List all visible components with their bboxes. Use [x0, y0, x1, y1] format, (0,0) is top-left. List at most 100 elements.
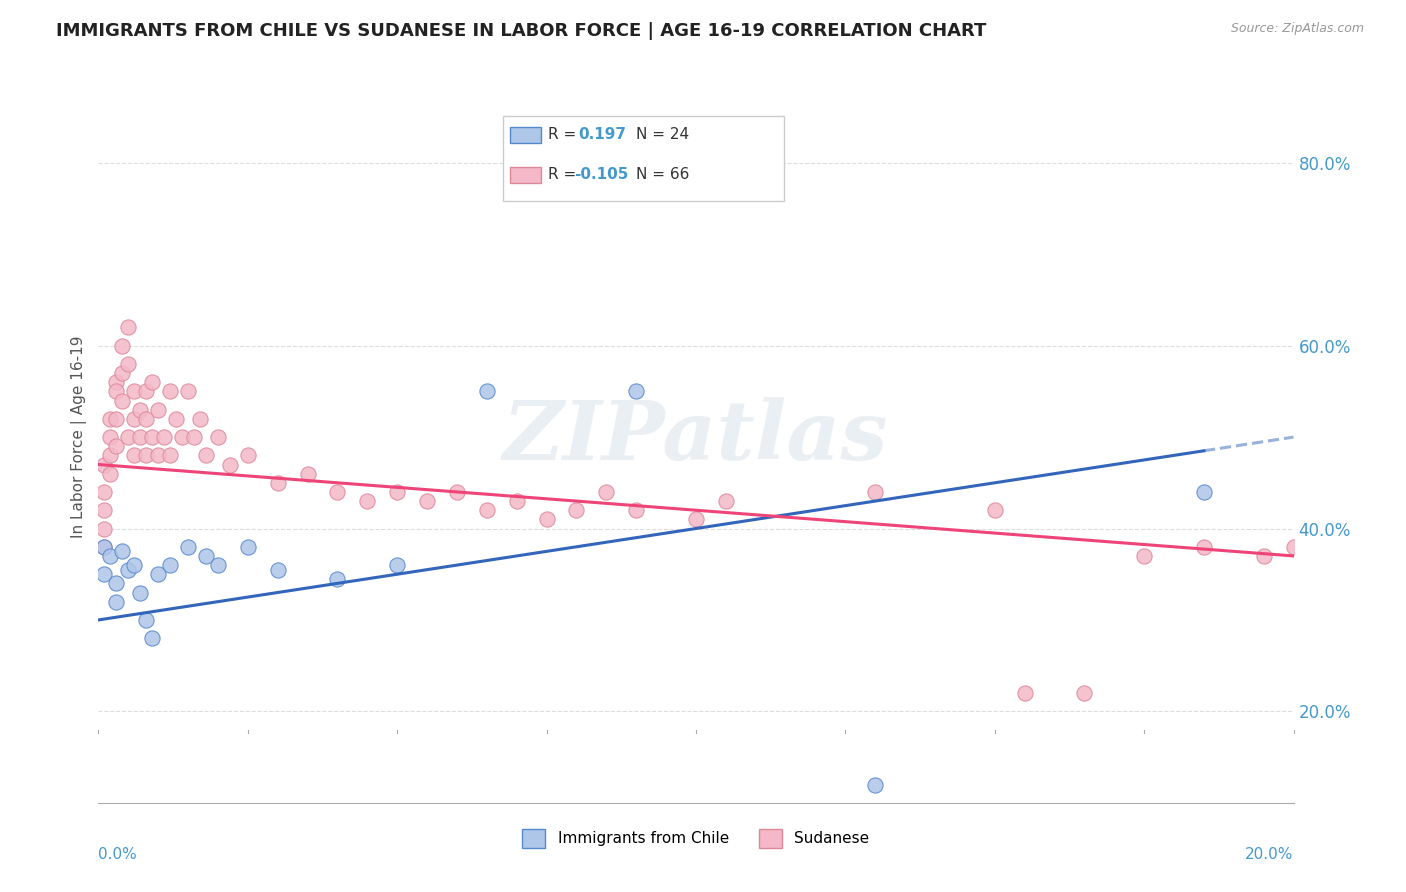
Point — [135, 613, 157, 627]
Point — [117, 563, 139, 577]
Point — [865, 778, 887, 792]
Point — [565, 503, 588, 517]
Point — [626, 503, 648, 517]
Point — [195, 549, 218, 563]
Point — [105, 384, 128, 399]
Point — [98, 467, 122, 481]
Point — [148, 448, 170, 462]
Point — [183, 430, 205, 444]
Point — [177, 540, 200, 554]
Point — [153, 430, 176, 444]
Point — [124, 558, 146, 573]
Text: N = 24: N = 24 — [637, 128, 689, 142]
Point — [129, 585, 152, 599]
Point — [124, 448, 146, 462]
Point — [93, 458, 115, 472]
Point — [124, 412, 146, 426]
Point — [1133, 549, 1156, 563]
Point — [111, 338, 134, 352]
Text: -0.105: -0.105 — [575, 168, 628, 182]
Point — [117, 357, 139, 371]
Point — [117, 430, 139, 444]
Point — [207, 558, 229, 573]
Point — [1282, 540, 1305, 554]
Text: R =: R = — [547, 168, 581, 182]
Text: R =: R = — [547, 128, 581, 142]
Text: 0.0%: 0.0% — [98, 847, 138, 862]
Point — [111, 393, 134, 408]
Point — [207, 430, 229, 444]
Point — [172, 430, 194, 444]
Point — [135, 384, 157, 399]
Point — [98, 448, 122, 462]
Point — [1192, 485, 1215, 500]
Point — [416, 494, 439, 508]
Point — [475, 503, 498, 517]
Point — [105, 576, 128, 591]
Point — [93, 540, 115, 554]
Point — [536, 512, 558, 526]
Point — [475, 384, 498, 399]
Text: Source: ZipAtlas.com: Source: ZipAtlas.com — [1230, 22, 1364, 36]
Point — [124, 384, 146, 399]
Point — [165, 412, 187, 426]
Point — [159, 448, 181, 462]
Legend: Immigrants from Chile, Sudanese: Immigrants from Chile, Sudanese — [516, 822, 876, 854]
Point — [117, 320, 139, 334]
Point — [105, 375, 128, 389]
Point — [1073, 686, 1095, 700]
Point — [236, 448, 259, 462]
Point — [1253, 549, 1275, 563]
Point — [188, 412, 211, 426]
Point — [105, 439, 128, 453]
Point — [93, 485, 115, 500]
Point — [159, 384, 181, 399]
Point — [446, 485, 468, 500]
Point — [1192, 540, 1215, 554]
Point — [98, 430, 122, 444]
Point — [714, 494, 737, 508]
Point — [159, 558, 181, 573]
Y-axis label: In Labor Force | Age 16-19: In Labor Force | Age 16-19 — [70, 335, 87, 539]
Text: 0.197: 0.197 — [579, 128, 627, 142]
Point — [135, 412, 157, 426]
Point — [111, 544, 134, 558]
Point — [129, 430, 152, 444]
Point — [93, 503, 115, 517]
Point — [865, 485, 887, 500]
Point — [326, 485, 349, 500]
Point — [141, 430, 163, 444]
Point — [685, 512, 707, 526]
Text: 20.0%: 20.0% — [1246, 847, 1294, 862]
Point — [148, 567, 170, 582]
Point — [984, 503, 1007, 517]
Point — [129, 402, 152, 417]
Point — [98, 549, 122, 563]
Point — [219, 458, 242, 472]
Text: ZIPatlas: ZIPatlas — [503, 397, 889, 477]
Point — [267, 475, 290, 490]
Point — [141, 632, 163, 646]
Point — [506, 494, 529, 508]
Point — [236, 540, 259, 554]
Point — [297, 467, 319, 481]
Point — [141, 375, 163, 389]
Point — [98, 412, 122, 426]
Point — [385, 558, 409, 573]
Point — [626, 384, 648, 399]
Point — [93, 540, 115, 554]
Point — [267, 563, 290, 577]
Point — [385, 485, 409, 500]
Point — [148, 402, 170, 417]
Text: IMMIGRANTS FROM CHILE VS SUDANESE IN LABOR FORCE | AGE 16-19 CORRELATION CHART: IMMIGRANTS FROM CHILE VS SUDANESE IN LAB… — [56, 22, 987, 40]
Point — [177, 384, 200, 399]
Text: N = 66: N = 66 — [637, 168, 689, 182]
Point — [111, 366, 134, 380]
Point — [135, 448, 157, 462]
Point — [1014, 686, 1036, 700]
Point — [105, 594, 128, 608]
Point — [93, 567, 115, 582]
Point — [195, 448, 218, 462]
Point — [356, 494, 378, 508]
Point — [105, 412, 128, 426]
